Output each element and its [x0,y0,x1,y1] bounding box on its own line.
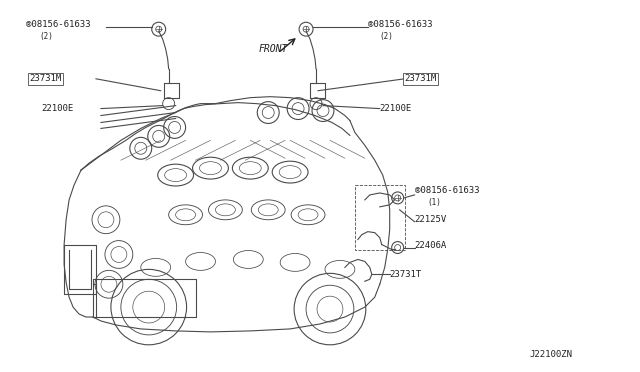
Text: 22100E: 22100E [41,104,74,113]
Text: 23731M: 23731M [29,74,61,83]
Text: (2): (2) [39,32,53,41]
Text: 22100E: 22100E [380,104,412,113]
Text: 22406A: 22406A [415,241,447,250]
Text: (2): (2) [380,32,394,41]
Text: J22100ZN: J22100ZN [529,350,572,359]
Text: ®08156-61633: ®08156-61633 [368,20,432,29]
Text: 23731T: 23731T [390,270,422,279]
Text: ®08156-61633: ®08156-61633 [415,186,479,195]
Text: FRONT: FRONT [259,44,287,54]
Bar [355,185,404,250]
Text: ®08156-61633: ®08156-61633 [26,20,91,29]
Text: 22125V: 22125V [415,215,447,224]
Text: (1): (1) [428,198,442,207]
Text: 23731M: 23731M [404,74,437,83]
